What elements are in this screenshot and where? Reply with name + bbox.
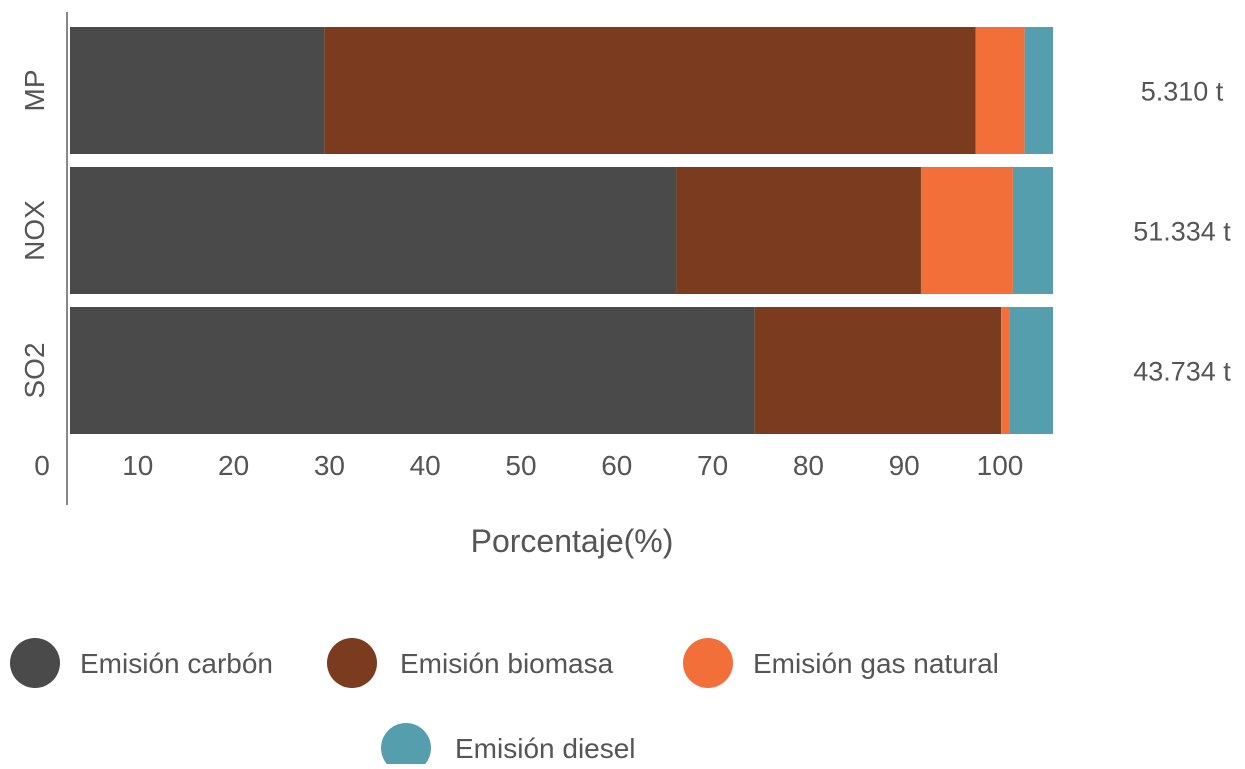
legend-label: Emisión biomasa — [400, 648, 614, 679]
legend-label: Emisión gas natural — [753, 648, 999, 679]
legend-swatch-3 — [683, 638, 733, 688]
legend-swatch-2 — [327, 638, 377, 688]
bar-segment-so2-1 — [70, 307, 755, 434]
bar-segment-mp-1 — [70, 27, 325, 154]
category-label: SO2 — [19, 342, 50, 398]
bar-segment-mp-2 — [324, 27, 976, 154]
x-tick-label: 90 — [889, 450, 920, 481]
x-tick-label: 10 — [122, 450, 153, 481]
legend-swatch-1 — [10, 638, 60, 688]
x-tick-label: 100 — [977, 450, 1024, 481]
bar-segment-so2-4 — [1009, 307, 1053, 434]
bar-segment-so2-2 — [754, 307, 1002, 434]
bar-segment-nox-3 — [920, 167, 1013, 294]
bar-segment-nox-4 — [1012, 167, 1053, 294]
legend-label: Emisión carbón — [80, 648, 273, 679]
x-tick-label: 50 — [505, 450, 536, 481]
x-tick-label: 0 — [34, 450, 50, 481]
bar-segment-mp-4 — [1024, 27, 1053, 154]
x-tick-label: 40 — [410, 450, 441, 481]
category-label: MP — [19, 70, 50, 112]
x-tick-label: 20 — [218, 450, 249, 481]
x-tick-label: 70 — [697, 450, 728, 481]
bar-segment-so2-3 — [1001, 307, 1010, 434]
bar-segment-nox-2 — [676, 167, 921, 294]
total-label: 5.310 t — [1141, 77, 1224, 107]
total-label: 43.734 t — [1133, 357, 1231, 387]
category-label: NOX — [19, 200, 50, 261]
legend-swatch-4 — [381, 723, 431, 769]
x-tick-label: 80 — [793, 450, 824, 481]
total-label: 51.334 t — [1133, 217, 1231, 247]
x-tick-label: 30 — [314, 450, 345, 481]
x-axis-title: Porcentaje(%) — [471, 523, 674, 559]
x-tick-label: 60 — [601, 450, 632, 481]
legend-label: Emisión diesel — [455, 733, 636, 764]
bar-segment-mp-3 — [975, 27, 1025, 154]
bar-segment-nox-1 — [70, 167, 677, 294]
